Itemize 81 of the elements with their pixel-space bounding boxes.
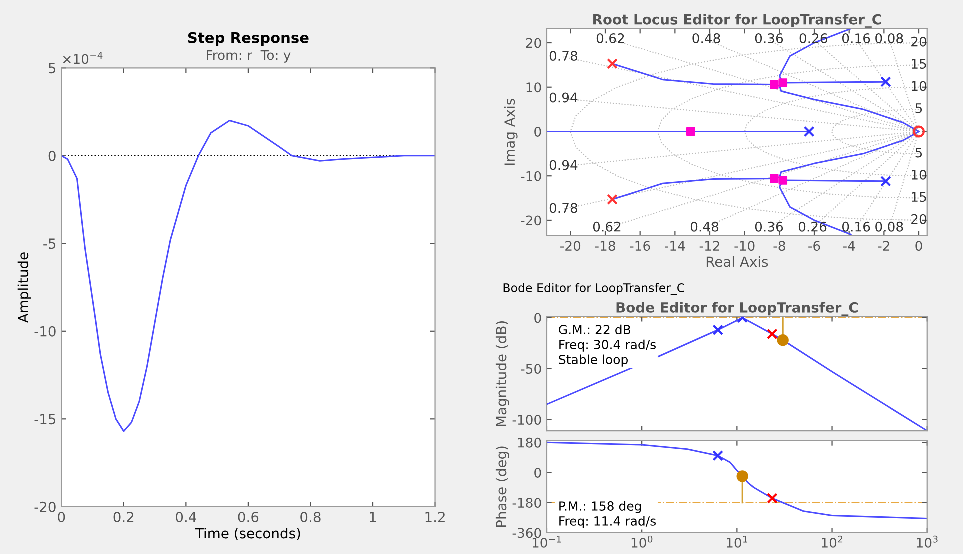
annotation: 0.26	[800, 34, 828, 44]
x-tick-label: 0	[916, 241, 922, 252]
x-tick-label: 0.2	[114, 512, 134, 523]
x-tick-label: 1	[370, 512, 376, 522]
y-tick-label: 20	[526, 38, 542, 48]
x-tick-label: 0.8	[300, 512, 321, 523]
y-axis-title: Magnitude (dB)	[496, 322, 510, 426]
annotation: Freq: 11.4 rad/s	[560, 516, 656, 528]
annotation: 5	[916, 104, 922, 114]
y-axis-title: Imag Axis	[504, 98, 518, 166]
y-tick-label: 0	[534, 313, 542, 324]
annotation: 0.16	[842, 222, 870, 232]
y-tick-label: 5	[49, 63, 56, 74]
x-tick-label: -18	[595, 241, 616, 252]
x-tick-label: 10$^{1}$	[727, 536, 748, 548]
y-tick-label: 180	[518, 438, 542, 448]
x-tick-label: -4	[843, 241, 856, 251]
annotation: 0.78	[550, 51, 578, 62]
annotation: 0.08	[876, 222, 904, 232]
x-tick-label: 10$^{3}$	[917, 536, 938, 548]
annotation: 10	[912, 81, 927, 92]
annotation: 0.16	[842, 34, 870, 44]
chart-title: Step Response	[188, 32, 309, 46]
annotation: 20	[912, 214, 927, 224]
y-tick-label: -5	[44, 238, 56, 250]
x-tick-label: -12	[700, 241, 720, 251]
x-tick-label: 1.2	[426, 512, 445, 522]
annotation: 0.36	[755, 34, 784, 44]
x-tick-label: 0.4	[176, 512, 196, 523]
annotation: 0.62	[596, 34, 624, 44]
annotation: 15	[912, 192, 926, 202]
x-tick-label: -2	[878, 241, 890, 251]
y-tick-label: 10	[526, 82, 542, 93]
x-tick-label: -6	[808, 241, 820, 252]
y-tick-label: 0	[48, 150, 56, 162]
annotation: 0.78	[550, 203, 578, 214]
x-tick-label: 10$^{2}$	[822, 536, 843, 548]
y-tick-label: -20	[34, 502, 56, 512]
y-tick-label: -15	[34, 414, 56, 425]
y-axis-title: Amplitude	[18, 252, 32, 324]
x-axis-title: Real Axis	[706, 256, 768, 268]
annotation: 0.94	[550, 160, 578, 170]
annotation: 5	[916, 148, 922, 158]
x-tick-label: -16	[630, 241, 650, 252]
y-tick-label: -50	[521, 364, 542, 374]
annotation: G.M.: 22 dB	[559, 324, 631, 335]
chart-subtitle: From: r To: y	[207, 50, 291, 63]
annotation: 0.48	[690, 222, 719, 232]
y-axis-title: Phase (deg)	[496, 446, 510, 528]
x-tick-label: 10$^{0}$	[632, 536, 653, 548]
x-tick-label: -10	[734, 241, 755, 252]
x-tick-label: -20	[560, 241, 581, 252]
y-tick-label: -10	[34, 326, 56, 337]
annotation: 15	[912, 59, 926, 70]
annotation: 10	[912, 170, 927, 180]
annotation: 0.08	[876, 34, 904, 44]
annotation: 0.36	[755, 222, 784, 232]
chart-title: Root Locus Editor for LoopTransfer_C	[594, 14, 882, 28]
annotation: P.M.: 158 deg	[560, 501, 642, 514]
y-tick-label: -10	[521, 171, 542, 182]
annotation: Freq: 30.4 rad/s	[560, 340, 656, 352]
y-tick-label: 0	[534, 468, 542, 478]
annotation: Stable loop	[559, 354, 628, 367]
text: Bode Editor for LoopTransfer_C	[504, 283, 684, 296]
annotation: 0.48	[692, 34, 720, 44]
y-tick-label: -20	[521, 216, 542, 226]
y-tick-label: -180	[512, 498, 542, 508]
x-tick-label: -8	[774, 241, 786, 252]
x-tick-label: 0.6	[238, 512, 259, 523]
x-tick-label: 0	[58, 512, 66, 523]
annotation: 20	[912, 36, 927, 47]
y-tick-label: -100	[512, 415, 542, 426]
y-tick-label: -360	[512, 528, 542, 538]
annotation: 0.62	[593, 222, 621, 232]
chart-title: Bode Editor for LoopTransfer_C	[616, 302, 858, 316]
annotation: 0.94	[550, 92, 578, 103]
annotation: 0.26	[798, 222, 827, 232]
x-tick-label: -14	[665, 241, 686, 251]
y-tick-label: 0	[534, 126, 542, 137]
x-axis-title: Time (seconds)	[195, 528, 300, 540]
text: ×10$^{−4}$	[63, 52, 103, 64]
